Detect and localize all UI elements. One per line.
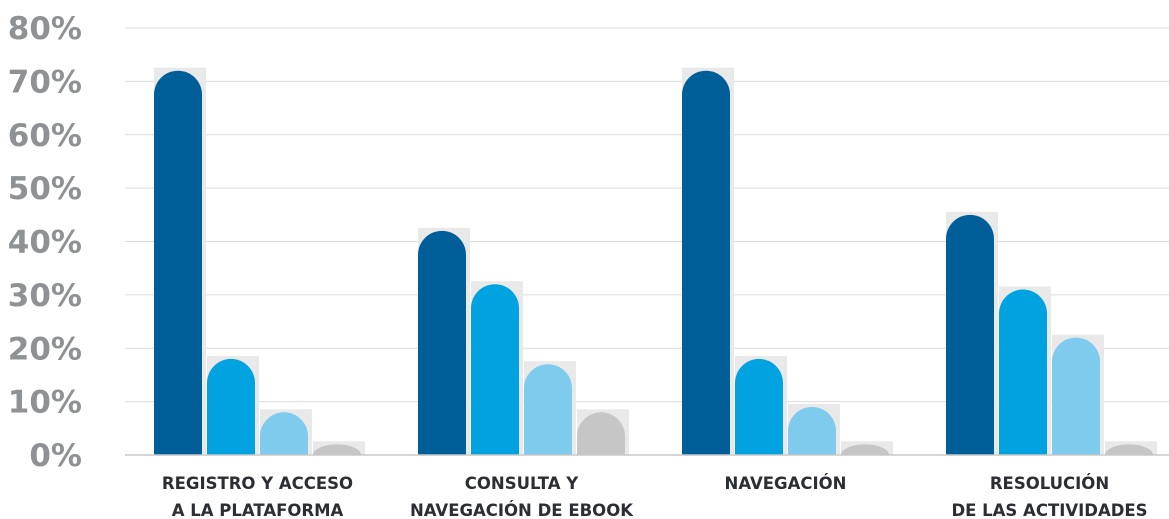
bars bbox=[154, 67, 1157, 455]
bar-1-1 bbox=[154, 70, 202, 455]
bar-4-1 bbox=[946, 214, 994, 455]
bar-3-1 bbox=[682, 70, 730, 455]
y-tick-label: 70% bbox=[8, 64, 82, 100]
y-axis-ticks: 0% 10% 20% 30% 40% 50% 60% 70% 80% bbox=[8, 11, 82, 474]
bar-3-4 bbox=[841, 444, 889, 455]
bar-1-3 bbox=[260, 412, 308, 455]
x-category-label: REGISTRO Y ACCESO A LA PLATAFORMA bbox=[162, 474, 353, 519]
bar-2-4 bbox=[577, 412, 625, 455]
bar-3-2 bbox=[735, 358, 783, 455]
y-tick-label: 80% bbox=[8, 11, 82, 47]
y-tick-label: 50% bbox=[8, 171, 82, 207]
y-tick-label: 0% bbox=[29, 438, 82, 474]
bar-1-2 bbox=[207, 358, 255, 455]
x-category-label: NAVEGACIÓN bbox=[725, 474, 847, 493]
bar-3-3 bbox=[788, 406, 837, 455]
y-tick-label: 60% bbox=[8, 118, 82, 154]
bar-2-2 bbox=[471, 284, 519, 455]
bar-1-4 bbox=[313, 444, 361, 455]
bar-4-4 bbox=[1105, 444, 1153, 455]
x-axis-labels: REGISTRO Y ACCESO A LA PLATAFORMA CONSULTA… bbox=[162, 474, 1148, 519]
bar-4-3 bbox=[1052, 337, 1100, 455]
x-category-label: RESOLUCIÓN DE LAS ACTIVIDADES bbox=[951, 474, 1147, 519]
y-tick-label: 40% bbox=[8, 225, 82, 261]
y-tick-label: 30% bbox=[8, 278, 82, 314]
bar-2-1 bbox=[418, 230, 466, 455]
bar-2-3 bbox=[524, 364, 572, 455]
y-tick-label: 20% bbox=[8, 331, 82, 367]
y-tick-label: 10% bbox=[8, 385, 82, 421]
gridlines bbox=[125, 27, 1169, 403]
bar-4-2 bbox=[999, 289, 1047, 455]
x-category-label: CONSULTA Y NAVEGACIÓN DE EBOOK bbox=[410, 474, 634, 519]
